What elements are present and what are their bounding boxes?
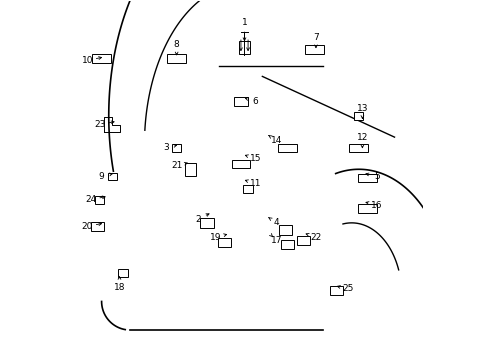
- FancyBboxPatch shape: [200, 218, 213, 228]
- Text: 14: 14: [270, 136, 282, 145]
- Text: 1: 1: [241, 18, 247, 27]
- FancyBboxPatch shape: [280, 240, 293, 249]
- Text: 2: 2: [195, 215, 201, 224]
- FancyBboxPatch shape: [358, 204, 376, 213]
- FancyBboxPatch shape: [243, 185, 252, 193]
- FancyBboxPatch shape: [296, 236, 309, 246]
- FancyBboxPatch shape: [91, 222, 104, 231]
- FancyBboxPatch shape: [349, 144, 367, 152]
- FancyBboxPatch shape: [358, 174, 376, 183]
- Text: 18: 18: [114, 283, 125, 292]
- FancyBboxPatch shape: [172, 144, 181, 152]
- FancyBboxPatch shape: [185, 163, 196, 176]
- Text: 16: 16: [370, 201, 382, 210]
- Text: 7: 7: [312, 33, 318, 42]
- Text: 5: 5: [373, 172, 379, 181]
- Text: 25: 25: [342, 284, 353, 293]
- Text: 12: 12: [356, 132, 367, 141]
- FancyBboxPatch shape: [304, 45, 323, 54]
- FancyBboxPatch shape: [278, 225, 292, 235]
- Text: 13: 13: [356, 104, 367, 113]
- FancyBboxPatch shape: [107, 172, 117, 180]
- Text: 8: 8: [173, 40, 179, 49]
- Text: 4: 4: [273, 219, 279, 228]
- FancyBboxPatch shape: [92, 54, 111, 63]
- FancyBboxPatch shape: [329, 286, 342, 296]
- FancyBboxPatch shape: [95, 196, 104, 203]
- Text: 19: 19: [210, 233, 221, 242]
- Text: 11: 11: [249, 179, 261, 188]
- FancyBboxPatch shape: [239, 41, 249, 54]
- Text: 10: 10: [81, 56, 93, 65]
- Text: 24: 24: [85, 195, 96, 204]
- Text: 22: 22: [310, 233, 321, 242]
- Text: 21: 21: [171, 161, 182, 170]
- Text: 23: 23: [94, 120, 105, 129]
- Text: 20: 20: [81, 222, 93, 231]
- Text: 15: 15: [249, 154, 261, 163]
- FancyBboxPatch shape: [353, 112, 363, 120]
- Text: 17: 17: [270, 236, 282, 245]
- Text: 3: 3: [163, 143, 168, 152]
- FancyBboxPatch shape: [278, 144, 296, 152]
- Text: 6: 6: [252, 97, 258, 106]
- FancyBboxPatch shape: [167, 54, 185, 63]
- Text: 9: 9: [99, 172, 104, 181]
- FancyBboxPatch shape: [218, 238, 231, 247]
- FancyBboxPatch shape: [118, 269, 127, 277]
- FancyBboxPatch shape: [234, 97, 247, 106]
- FancyBboxPatch shape: [231, 160, 250, 168]
